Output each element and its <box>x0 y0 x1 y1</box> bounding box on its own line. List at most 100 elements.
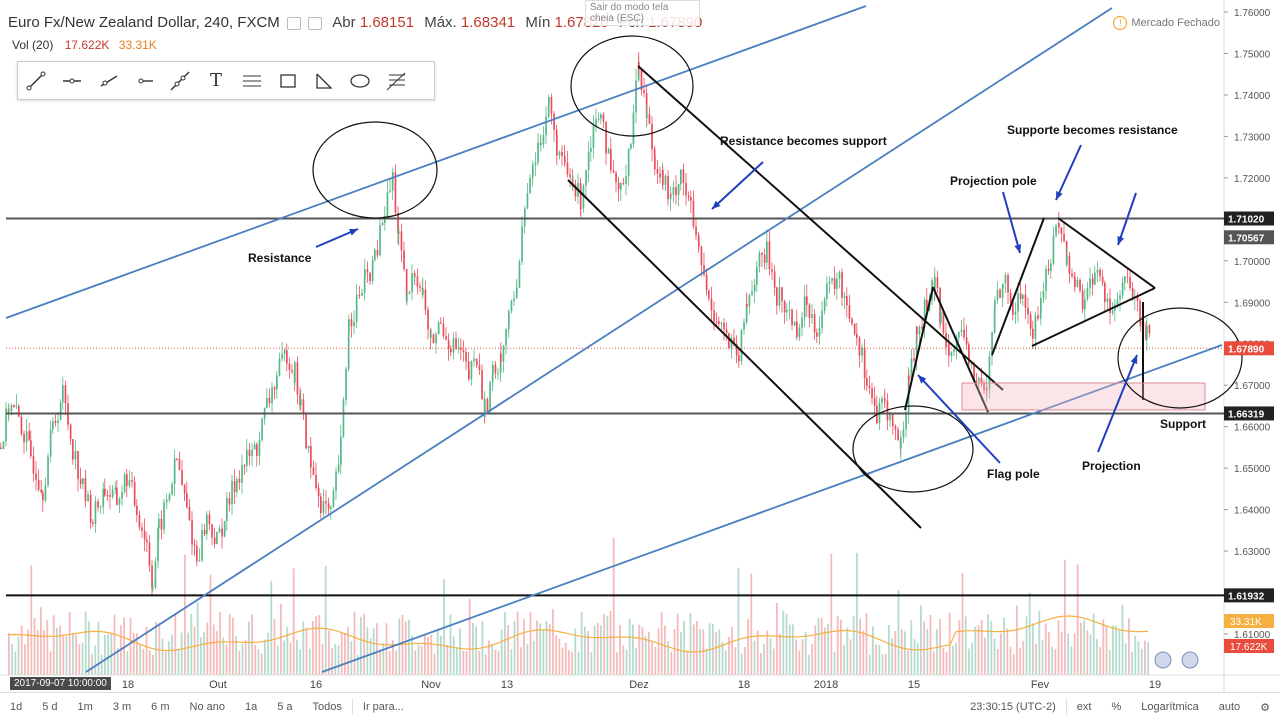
volume-bar <box>660 612 663 675</box>
candle-body <box>363 277 366 293</box>
candle-body <box>773 271 776 288</box>
volume-bar <box>420 645 423 675</box>
ray-icon[interactable] <box>90 66 126 96</box>
rectangle-icon[interactable] <box>270 66 306 96</box>
ellipse-icon[interactable] <box>342 66 378 96</box>
range-1m[interactable]: 1m <box>77 701 93 713</box>
candle-body <box>505 329 507 346</box>
horizontal-ray-icon[interactable] <box>126 66 162 96</box>
candle-body <box>1009 292 1012 302</box>
volume-bar <box>920 605 922 675</box>
range-5d[interactable]: 5 d <box>42 701 58 713</box>
volume-bar <box>488 640 490 675</box>
volume-bar <box>529 612 532 675</box>
candle-body <box>216 532 218 544</box>
volume-bar <box>513 620 516 675</box>
volume-bar <box>868 654 871 675</box>
volume-bar <box>1028 592 1031 675</box>
candle-body <box>163 502 165 530</box>
candle-body <box>1071 273 1073 277</box>
range-5y[interactable]: 5 a <box>277 701 293 713</box>
support-zone <box>961 382 1206 411</box>
symbol-title[interactable]: Euro Fx/New Zealand Dollar, 240, FXCM <box>8 14 280 31</box>
volume-bar <box>830 553 833 675</box>
range-3m[interactable]: 3 m <box>112 701 132 713</box>
volume-bar <box>222 637 225 675</box>
text-icon[interactable]: T <box>198 66 234 96</box>
volume-bar <box>219 611 221 675</box>
volume-bar <box>139 644 141 675</box>
gear-icon[interactable]: ⚙ <box>1260 701 1270 714</box>
volume-bar <box>1054 649 1057 675</box>
volume-bar <box>596 622 599 675</box>
settings-icon[interactable] <box>308 16 323 30</box>
volume-bar <box>468 598 471 675</box>
candle-body <box>816 332 818 337</box>
annotation-label: Support <box>1160 417 1206 431</box>
auto-toggle[interactable]: auto <box>1218 701 1241 713</box>
candle-body <box>651 123 653 150</box>
candle-body <box>400 231 403 251</box>
candle-body <box>659 173 661 178</box>
candle-body <box>968 344 970 365</box>
volume-bar <box>1144 640 1146 675</box>
volume-bar <box>30 565 33 675</box>
range-ytd[interactable]: No ano <box>189 701 225 713</box>
volume-label[interactable]: Vol (20) <box>12 38 54 52</box>
candle-body <box>13 405 15 408</box>
range-6m[interactable]: 6 m <box>151 701 170 713</box>
volume-bar <box>308 648 311 675</box>
volume-bar <box>1070 646 1073 675</box>
candle-body <box>374 249 376 261</box>
volume-bar <box>52 615 55 675</box>
volume-bar <box>94 645 97 675</box>
candle-body <box>763 254 766 263</box>
candle-body <box>468 368 470 380</box>
range-all[interactable]: Todos <box>312 701 342 713</box>
volume-bar <box>376 623 378 675</box>
log-toggle[interactable]: Logarítmica <box>1141 701 1199 713</box>
volume-bar <box>296 639 298 675</box>
candle-body <box>358 295 361 297</box>
volume-bar <box>177 649 180 675</box>
extended-line-icon[interactable] <box>162 66 198 96</box>
volume-bar <box>196 601 199 675</box>
range-1y[interactable]: 1a <box>245 701 258 713</box>
horizontal-line-icon[interactable] <box>54 66 90 96</box>
trend-line-icon[interactable] <box>18 66 54 96</box>
candle-body <box>916 326 918 335</box>
volume-bar <box>494 649 497 675</box>
volume-bar <box>1131 652 1133 675</box>
volume-bar <box>817 617 820 675</box>
arrow-head-icon <box>1117 236 1125 245</box>
volume-bar <box>558 638 561 675</box>
volume-bar <box>1128 618 1130 675</box>
candle-body <box>1029 314 1032 329</box>
range-1d[interactable]: 1d <box>10 701 23 713</box>
candle-body <box>345 368 347 401</box>
fib-retracement-icon[interactable] <box>378 66 414 96</box>
annotation-label: Flag pole <box>987 467 1040 481</box>
volume-bar <box>340 632 343 675</box>
volume-bar <box>158 622 161 675</box>
volume-bar <box>955 642 957 675</box>
volume-bar <box>689 613 692 675</box>
parallel-channel-icon[interactable] <box>234 66 270 96</box>
price-tag <box>1224 588 1274 603</box>
volume-bar <box>590 652 593 675</box>
volume-bar <box>1108 649 1111 675</box>
ext-toggle[interactable]: ext <box>1076 701 1092 713</box>
goto-button[interactable]: Ir para... <box>362 701 404 713</box>
candle-body <box>64 385 67 404</box>
triangle-pattern-icon[interactable] <box>306 66 342 96</box>
candle-body <box>261 418 263 440</box>
candle-body <box>416 276 419 287</box>
volume-bar <box>577 651 580 675</box>
volume-bar <box>564 642 567 675</box>
volume-bar <box>731 626 733 675</box>
percent-toggle[interactable]: % <box>1111 701 1122 713</box>
dropdown-icon[interactable] <box>286 16 301 30</box>
volume-tag-label: 17.622K <box>1230 642 1268 653</box>
volume-bar <box>20 625 23 675</box>
